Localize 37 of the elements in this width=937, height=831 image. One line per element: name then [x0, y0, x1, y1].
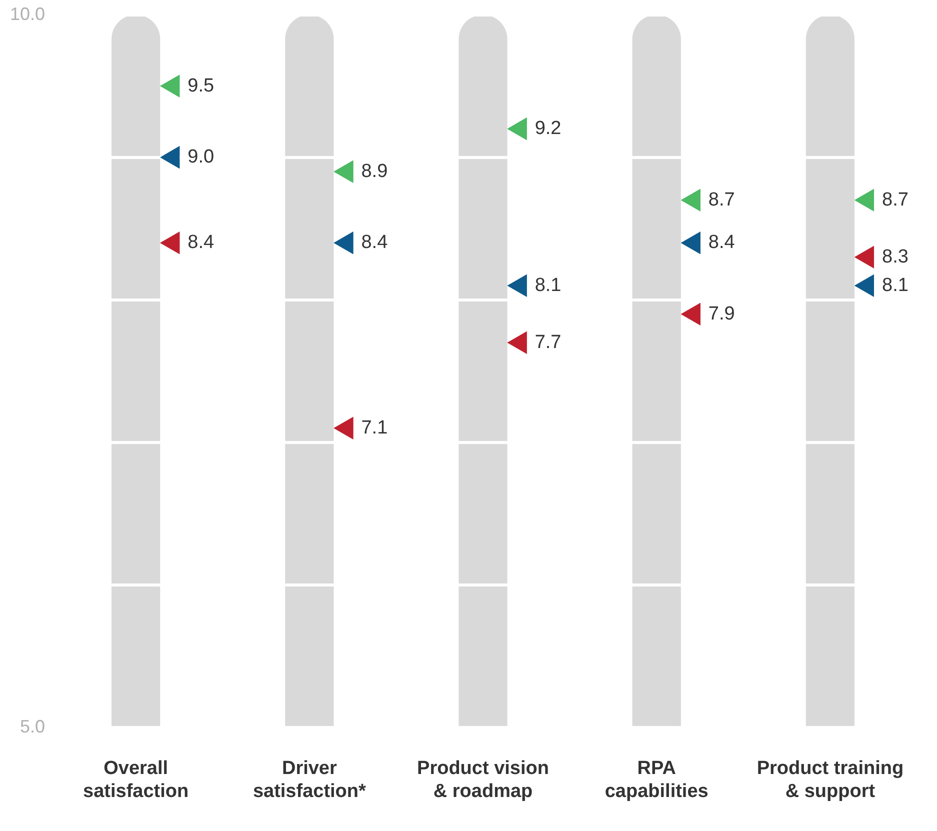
point [854, 246, 874, 268]
data-label: 8.7 [882, 189, 908, 210]
point [160, 74, 180, 98]
point [854, 188, 874, 212]
data-label: 9.5 [188, 75, 214, 96]
data-label: 8.7 [708, 189, 735, 210]
data-label: 9.0 [188, 146, 214, 168]
x-tick-label: Overall satisfaction [83, 758, 189, 802]
point [160, 232, 180, 254]
point [507, 118, 527, 140]
point [680, 188, 700, 212]
point [334, 160, 354, 183]
point [334, 232, 354, 254]
point [507, 331, 527, 354]
y-tick-label: 5.0 [20, 716, 46, 736]
data-label: 7.9 [708, 303, 735, 324]
data-label: 7.1 [361, 417, 388, 438]
data-label: 8.1 [534, 274, 562, 296]
data-label: 8.4 [188, 232, 214, 254]
x-tick-label: Driver satisfaction* [252, 758, 367, 802]
data-label: 8.9 [361, 160, 388, 182]
x-tick-label: Product vision & roadmap [417, 758, 549, 802]
point [680, 232, 700, 254]
data-label: 8.4 [708, 232, 736, 254]
point [507, 274, 527, 297]
y-tick-label: 10.0 [10, 4, 46, 24]
point [854, 274, 874, 297]
x-tick-label: Product training & support [756, 758, 904, 802]
data-label: 8.3 [882, 246, 908, 268]
x-tick-label: RPA capabilities [604, 758, 708, 802]
point [680, 302, 700, 326]
data-label: 7.7 [534, 332, 562, 353]
data-label: 8.4 [361, 232, 388, 254]
data-label: 8.1 [882, 274, 908, 296]
point [334, 416, 354, 440]
data-label: 9.2 [534, 118, 562, 140]
point [160, 146, 180, 169]
